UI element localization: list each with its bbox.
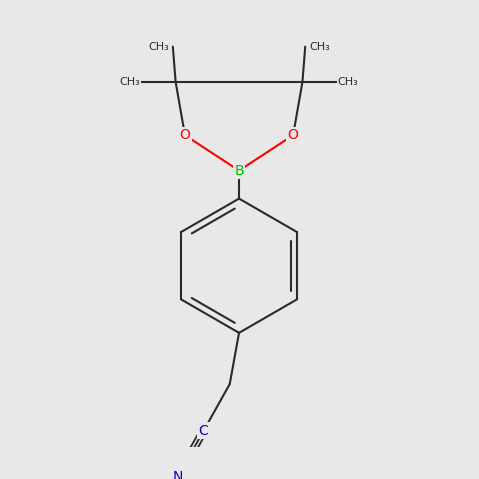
Text: O: O [288,128,298,142]
Text: C: C [199,424,208,438]
Text: CH₃: CH₃ [338,77,359,87]
Text: CH₃: CH₃ [309,42,330,52]
Text: B: B [234,164,244,178]
Text: CH₃: CH₃ [148,42,169,52]
Text: N: N [172,470,182,479]
Text: O: O [180,128,190,142]
Text: CH₃: CH₃ [119,77,140,87]
